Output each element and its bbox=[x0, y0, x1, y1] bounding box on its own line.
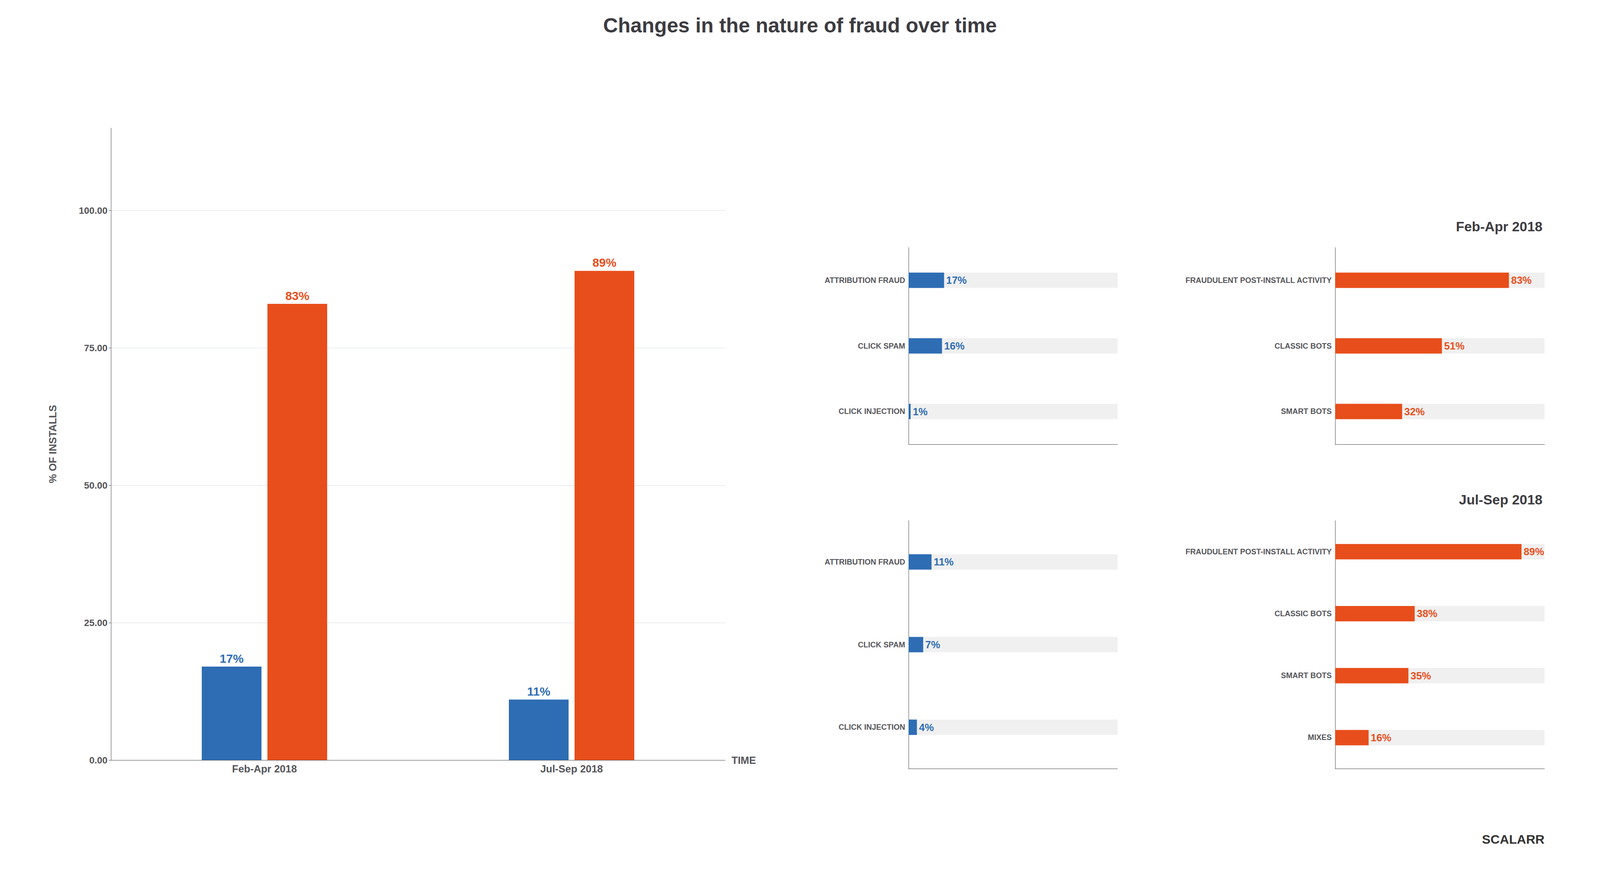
svg-text:16%: 16% bbox=[1370, 731, 1392, 744]
svg-text:CLICK INJECTION: CLICK INJECTION bbox=[838, 406, 906, 416]
svg-text:83%: 83% bbox=[1511, 274, 1532, 286]
svg-text:ATTRIBUTION FRAUD: ATTRIBUTION FRAUD bbox=[824, 557, 906, 567]
svg-text:CLICK SPAM: CLICK SPAM bbox=[857, 341, 906, 351]
svg-text:11%: 11% bbox=[527, 684, 551, 698]
svg-text:Changes in the nature of fraud: Changes in the nature of fraud over time bbox=[603, 14, 997, 37]
svg-text:16%: 16% bbox=[943, 339, 965, 352]
svg-text:75.00: 75.00 bbox=[84, 342, 108, 354]
svg-text:ATTRIBUTION FRAUD: ATTRIBUTION FRAUD bbox=[824, 275, 906, 285]
svg-text:25.00: 25.00 bbox=[84, 617, 108, 628]
svg-text:89%: 89% bbox=[1523, 545, 1545, 558]
svg-text:1%: 1% bbox=[912, 405, 928, 418]
svg-text:FRAUDULENT POST-INSTALL ACTIVI: FRAUDULENT POST-INSTALL ACTIVITY bbox=[1185, 547, 1332, 556]
svg-text:100.00: 100.00 bbox=[78, 205, 108, 216]
svg-text:SCALARR: SCALARR bbox=[1481, 831, 1545, 846]
svg-text:35%: 35% bbox=[1410, 669, 1432, 682]
svg-text:4%: 4% bbox=[919, 721, 935, 733]
svg-text:Jul-Sep 2018: Jul-Sep 2018 bbox=[1458, 491, 1543, 508]
svg-text:38%: 38% bbox=[1417, 607, 1438, 619]
svg-text:% OF INSTALLS: % OF INSTALLS bbox=[46, 404, 59, 484]
svg-text:SMART BOTS: SMART BOTS bbox=[1280, 670, 1332, 680]
svg-text:TIME: TIME bbox=[731, 754, 756, 766]
svg-text:Feb-Apr 2018: Feb-Apr 2018 bbox=[232, 762, 297, 775]
svg-text:CLASSIC BOTS: CLASSIC BOTS bbox=[1274, 609, 1332, 618]
svg-text:50.00: 50.00 bbox=[84, 479, 108, 491]
svg-text:89%: 89% bbox=[592, 255, 617, 270]
svg-text:Jul-Sep 2018: Jul-Sep 2018 bbox=[540, 762, 604, 775]
svg-text:83%: 83% bbox=[285, 289, 310, 303]
svg-text:51%: 51% bbox=[1443, 339, 1465, 352]
svg-text:32%: 32% bbox=[1404, 405, 1425, 418]
svg-text:17%: 17% bbox=[946, 274, 967, 286]
svg-text:CLICK INJECTION: CLICK INJECTION bbox=[838, 722, 906, 732]
svg-text:Feb-Apr 2018: Feb-Apr 2018 bbox=[1455, 218, 1543, 235]
svg-text:SMART BOTS: SMART BOTS bbox=[1280, 406, 1332, 416]
svg-text:CLASSIC BOTS: CLASSIC BOTS bbox=[1274, 341, 1332, 351]
svg-text:FRAUDULENT POST-INSTALL ACTIVI: FRAUDULENT POST-INSTALL ACTIVITY bbox=[1185, 275, 1332, 285]
svg-text:CLICK SPAM: CLICK SPAM bbox=[857, 640, 906, 649]
svg-text:17%: 17% bbox=[219, 651, 244, 665]
svg-text:0.00: 0.00 bbox=[89, 754, 108, 766]
svg-text:MIXES: MIXES bbox=[1307, 732, 1332, 742]
svg-text:11%: 11% bbox=[933, 555, 954, 568]
svg-text:7%: 7% bbox=[925, 638, 941, 651]
